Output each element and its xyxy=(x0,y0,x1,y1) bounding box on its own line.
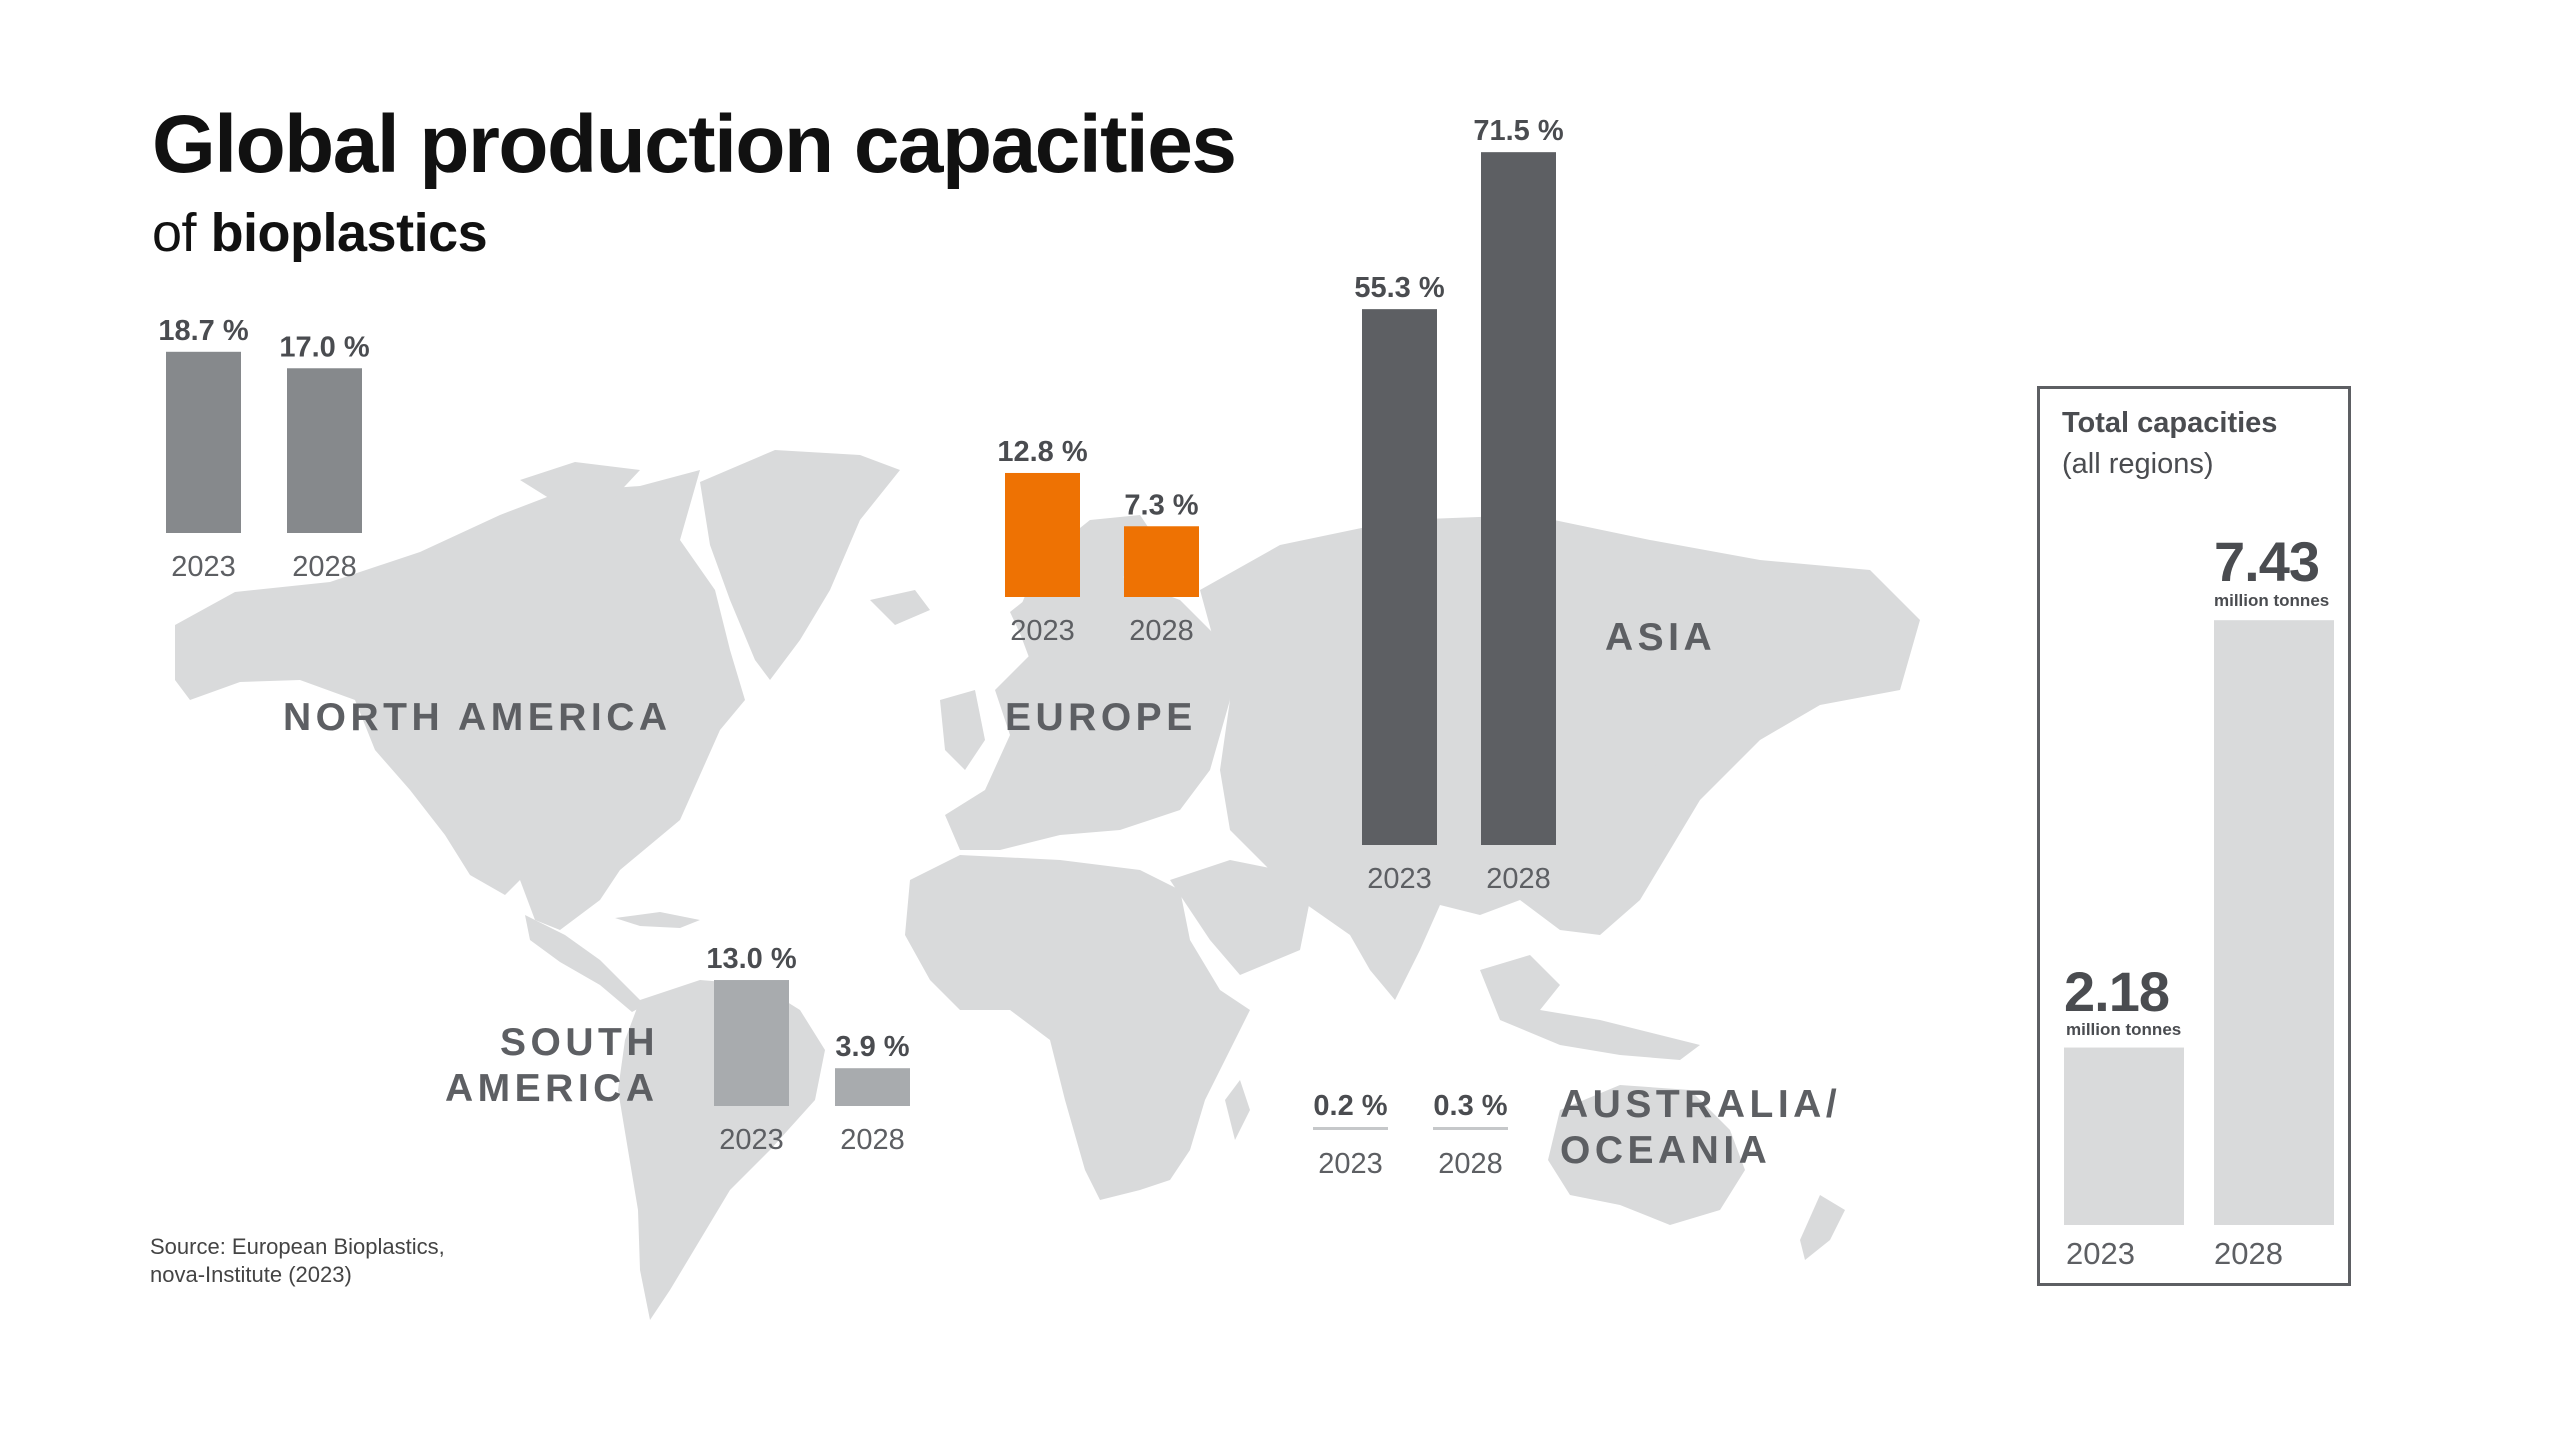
bar-total-2028 xyxy=(2214,620,2334,1225)
caribbean-islands xyxy=(615,912,700,928)
bar-europe-2023 xyxy=(1005,472,1080,597)
total-year-2023: 2023 xyxy=(2066,1236,2135,1271)
year-label-north-america-2023: 2023 xyxy=(171,551,236,583)
year-label-asia-2023: 2023 xyxy=(1367,863,1432,895)
madagascar-landmass xyxy=(1225,1080,1250,1140)
bar-north-america-2023 xyxy=(166,351,241,533)
year-label-europe-2023: 2023 xyxy=(1010,615,1075,647)
region-label-south-america-line2: AMERICA xyxy=(445,1067,659,1110)
bar-asia-2028 xyxy=(1481,152,1556,846)
value-label-oceania-2023: 0.2 % xyxy=(1313,1090,1387,1122)
value-label-europe-2028: 7.3 % xyxy=(1124,489,1198,521)
page-subtitle: of bioplastics xyxy=(152,203,488,263)
total-unit-2028: million tonnes xyxy=(2214,591,2330,610)
year-label-oceania-2028: 2028 xyxy=(1438,1148,1503,1180)
year-label-europe-2028: 2028 xyxy=(1129,615,1194,647)
asia-landmass xyxy=(1200,515,1920,1000)
southeast-asia-islands xyxy=(1480,955,1700,1060)
page-title: Global production capacities xyxy=(152,99,1237,190)
year-label-north-america-2028: 2028 xyxy=(292,551,357,583)
iceland-landmass xyxy=(870,590,930,625)
arctic-islands xyxy=(520,462,640,505)
region-label-oceania-line2: OCEANIA xyxy=(1560,1129,1772,1172)
region-label-europe: EUROPE xyxy=(1005,696,1197,739)
total-capacities-panel xyxy=(2037,386,2351,1286)
value-label-north-america-2023: 18.7 % xyxy=(158,315,248,347)
bar-europe-2028 xyxy=(1124,526,1199,597)
uk-landmass xyxy=(940,690,985,770)
source-line-1: Source: European Bioplastics, xyxy=(150,1234,445,1259)
arabia-landmass xyxy=(1170,860,1310,975)
greenland-landmass xyxy=(700,450,900,680)
africa-landmass xyxy=(905,855,1250,1200)
new-zealand-landmass xyxy=(1800,1195,1845,1260)
total-value-2023: 2.18 xyxy=(2064,960,2170,1023)
value-label-oceania-2028: 0.3 % xyxy=(1433,1090,1507,1122)
bar-north-america-2028 xyxy=(287,368,362,533)
australia-landmass xyxy=(1548,1085,1745,1225)
bar-total-2023 xyxy=(2064,1047,2184,1225)
source-line-2: nova-Institute (2023) xyxy=(150,1262,352,1287)
bar-south-america-2028 xyxy=(835,1068,910,1106)
central-america-landmass xyxy=(525,915,645,1012)
value-label-asia-2028: 71.5 % xyxy=(1473,115,1563,147)
bar-asia-2023 xyxy=(1362,309,1437,845)
north-america-landmass xyxy=(175,470,745,930)
total-capacities-title: Total capacities xyxy=(2062,407,2278,439)
value-label-europe-2023: 12.8 % xyxy=(997,436,1087,468)
value-label-north-america-2028: 17.0 % xyxy=(279,331,369,363)
year-label-oceania-2023: 2023 xyxy=(1318,1148,1383,1180)
total-year-2028: 2028 xyxy=(2214,1236,2283,1271)
region-label-north-america: NORTH AMERICA xyxy=(283,696,672,739)
total-value-2028: 7.43 xyxy=(2214,530,2320,593)
japan-landmass xyxy=(1640,735,1710,830)
subtitle-bold: bioplastics xyxy=(210,203,488,263)
bar-oceania-2028 xyxy=(1433,1127,1508,1130)
europe-landmass xyxy=(945,566,1230,850)
region-label-asia: ASIA xyxy=(1605,616,1717,659)
bar-oceania-2023 xyxy=(1313,1127,1388,1130)
region-label-south-america-line1: SOUTH xyxy=(500,1021,659,1064)
region-label-oceania-line1: AUSTRALIA/ xyxy=(1560,1083,1842,1126)
year-label-asia-2028: 2028 xyxy=(1486,863,1551,895)
year-label-south-america-2028: 2028 xyxy=(840,1124,905,1156)
subtitle-prefix: of xyxy=(152,203,197,263)
year-label-south-america-2023: 2023 xyxy=(719,1124,784,1156)
total-capacities-subtitle: (all regions) xyxy=(2062,448,2214,480)
source-note: Source: European Bioplastics, nova-Insti… xyxy=(150,1233,490,1289)
value-label-asia-2023: 55.3 % xyxy=(1354,272,1444,304)
value-label-south-america-2028: 3.9 % xyxy=(835,1031,909,1063)
total-unit-2023: million tonnes xyxy=(2066,1020,2182,1039)
bar-south-america-2023 xyxy=(714,980,789,1106)
value-label-south-america-2023: 13.0 % xyxy=(706,943,796,975)
